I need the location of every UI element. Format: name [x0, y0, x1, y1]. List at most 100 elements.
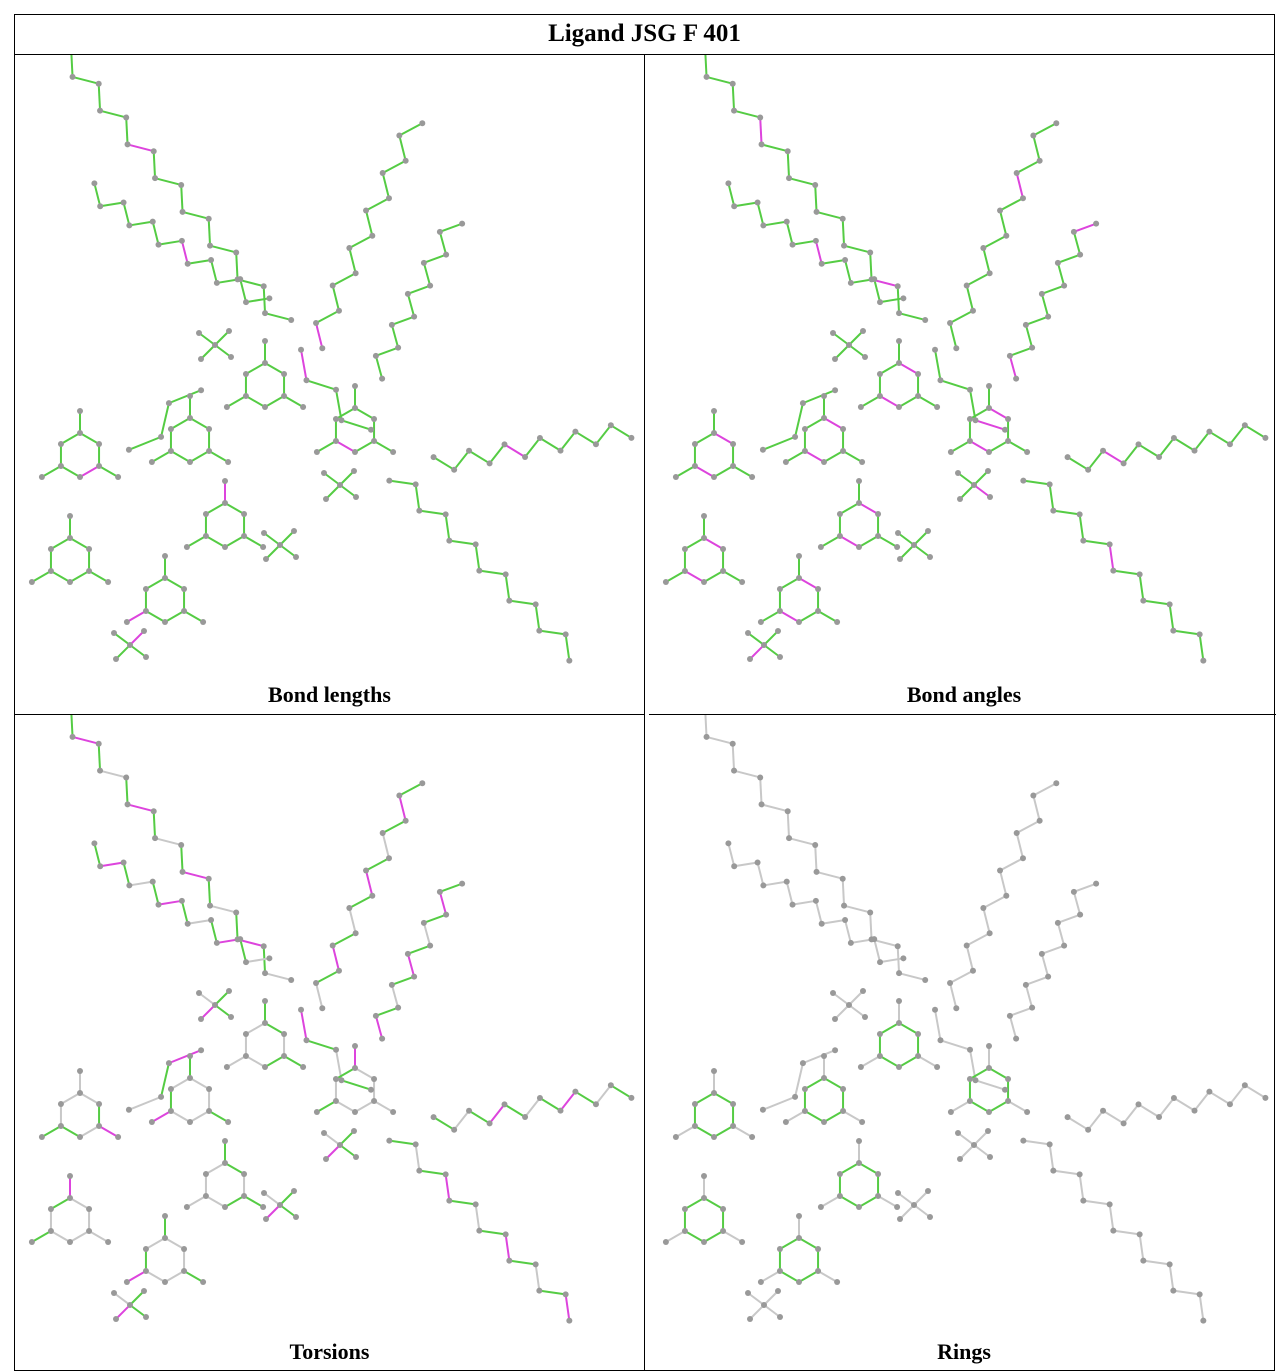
molecule	[28, 715, 635, 1324]
bond	[205, 1162, 226, 1175]
bond	[444, 1174, 451, 1201]
bond	[763, 880, 787, 887]
bond	[1113, 569, 1140, 576]
atom	[262, 970, 269, 977]
atom	[390, 1109, 397, 1115]
atom	[226, 988, 232, 994]
atom	[1200, 657, 1207, 664]
atom	[876, 1053, 883, 1059]
bond	[869, 912, 873, 940]
atom	[1006, 1012, 1013, 1019]
atom	[1013, 375, 1020, 382]
atom	[198, 1016, 204, 1022]
bond	[335, 407, 356, 420]
bond	[279, 530, 295, 546]
atom	[67, 1195, 73, 1201]
bond	[170, 1077, 191, 1090]
atom	[792, 433, 799, 440]
bond	[152, 151, 157, 179]
bond	[814, 844, 818, 872]
bond	[973, 1130, 989, 1146]
atom	[757, 114, 764, 121]
atom	[730, 1123, 737, 1129]
bond	[113, 1292, 131, 1306]
atom	[821, 459, 827, 465]
bond	[975, 1079, 1006, 1091]
bond	[97, 743, 102, 771]
atom	[281, 393, 288, 399]
bond	[675, 1125, 696, 1138]
bond	[734, 861, 758, 868]
atom	[321, 1130, 327, 1136]
bond	[382, 819, 407, 834]
atom	[152, 175, 159, 182]
bond	[488, 443, 506, 464]
bond	[610, 424, 632, 439]
atom	[196, 330, 202, 336]
atom	[225, 459, 232, 465]
atom	[782, 459, 789, 465]
atom	[572, 428, 579, 435]
bond	[779, 577, 800, 590]
figure-table: Ligand JSG F 401 Bond lengths Bond angle…	[14, 14, 1276, 1371]
bond	[760, 610, 781, 623]
atom	[402, 817, 409, 824]
atom	[815, 1268, 822, 1274]
atom	[915, 1031, 922, 1037]
atom	[395, 1004, 402, 1011]
atom	[120, 859, 127, 866]
bond	[524, 437, 541, 458]
bond	[1009, 346, 1033, 357]
atom	[277, 1202, 283, 1208]
atom	[927, 1214, 933, 1220]
atom	[150, 148, 157, 155]
bond	[763, 630, 779, 646]
bond	[713, 1125, 734, 1138]
bond	[207, 878, 212, 906]
atom	[472, 541, 479, 548]
bond	[391, 315, 415, 326]
bond	[160, 1062, 170, 1098]
bond	[245, 297, 270, 304]
bond	[115, 1304, 131, 1320]
atom	[730, 1101, 737, 1107]
bond	[804, 417, 825, 430]
bond	[524, 1097, 541, 1118]
atom	[796, 1213, 802, 1219]
atom	[922, 316, 929, 323]
bond	[913, 530, 929, 546]
atom	[757, 619, 764, 625]
atom	[281, 1053, 288, 1059]
bond	[235, 912, 239, 940]
bond	[264, 972, 292, 981]
atom	[980, 245, 987, 252]
atom	[506, 597, 513, 604]
bond	[1143, 1259, 1170, 1266]
atom	[776, 1246, 783, 1252]
atom	[369, 892, 376, 899]
bond	[41, 465, 62, 478]
atom	[1013, 830, 1020, 837]
bond	[684, 537, 705, 550]
bond	[988, 407, 1009, 420]
atom	[986, 1109, 992, 1115]
atom	[862, 354, 868, 360]
bond	[182, 870, 209, 880]
atom	[333, 386, 340, 393]
bond	[245, 362, 266, 375]
bond	[438, 891, 448, 915]
atom	[207, 902, 214, 909]
bond	[574, 430, 597, 446]
bond	[398, 795, 407, 821]
atom	[351, 468, 357, 474]
atom	[856, 1160, 862, 1166]
atom	[801, 1086, 808, 1092]
atom	[799, 400, 806, 407]
bond	[794, 1062, 804, 1098]
bond	[821, 918, 846, 925]
atom	[501, 1101, 508, 1108]
atom	[332, 1098, 339, 1104]
atom	[847, 279, 854, 286]
atom	[262, 1020, 268, 1026]
atom	[783, 218, 790, 225]
